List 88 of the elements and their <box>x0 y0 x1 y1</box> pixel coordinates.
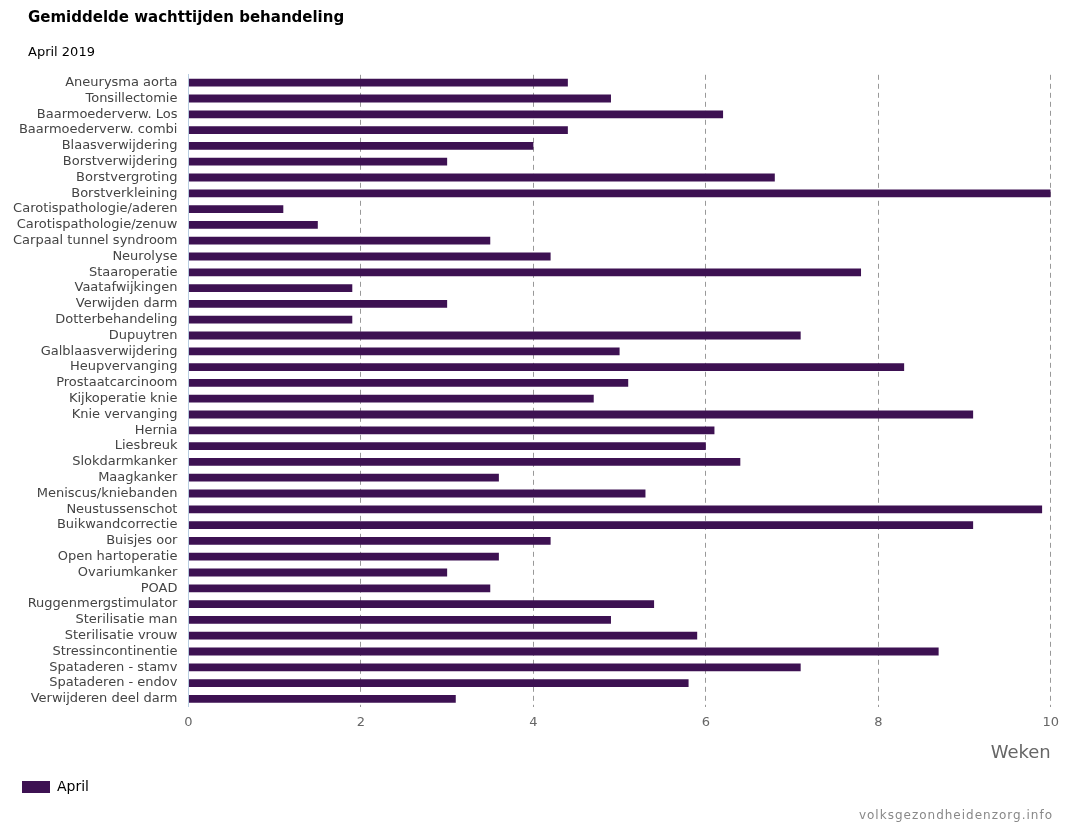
y-tick-label: Aneurysma aorta <box>65 74 178 90</box>
y-tick-label: Buikwandcorrectie <box>56 516 178 532</box>
bar <box>188 220 318 229</box>
bar <box>188 157 448 166</box>
x-tick-label: 4 <box>529 713 538 729</box>
x-tick-label: 0 <box>184 713 193 729</box>
bar <box>188 536 551 545</box>
y-tick-label: Stressincontinentie <box>52 642 178 658</box>
y-tick-label: Spataderen - endov <box>49 674 178 690</box>
y-tick-label: Hernia <box>134 421 178 437</box>
bar <box>188 173 775 182</box>
y-tick-label: Ovariumkanker <box>77 563 179 579</box>
bar <box>188 694 456 703</box>
y-tick-label: Galblaasverwijdering <box>40 342 178 358</box>
y-tick-label: Buisjes oor <box>106 532 179 548</box>
x-axis-title: Weken <box>990 740 1051 762</box>
text: volksgezondheidenzorg.info <box>858 808 1053 822</box>
bar <box>188 552 499 561</box>
bar <box>188 236 491 245</box>
y-tick-label: Knie vervanging <box>71 405 178 421</box>
y-tick-label: Ruggenmergstimulator <box>27 595 179 611</box>
bar <box>188 584 491 593</box>
bar <box>188 78 568 87</box>
bar <box>188 615 611 624</box>
bar <box>188 299 448 308</box>
x-tick-label: 6 <box>701 713 710 729</box>
bar <box>188 331 801 340</box>
bar <box>188 141 534 150</box>
bar <box>188 679 689 688</box>
bar <box>188 426 715 435</box>
y-tick-label: Carpaal tunnel syndroom <box>12 232 178 248</box>
y-tick-label: Meniscus/kniebanden <box>36 484 178 500</box>
y-tick-label: Verwijden darm <box>75 295 178 311</box>
y-tick-label: Staaroperatie <box>88 263 178 279</box>
y-tick-label: Blaasverwijdering <box>61 137 178 153</box>
y-tick-label: Borstverwijdering <box>62 153 178 169</box>
bar <box>188 505 1043 514</box>
y-tick-label: Baarmoederverw. combi <box>18 121 178 137</box>
x-tick-label: 2 <box>356 713 366 729</box>
bar <box>188 457 741 466</box>
bar <box>188 647 939 656</box>
y-tick-label: Borstverkleining <box>71 184 178 200</box>
bar <box>188 521 974 530</box>
y-tick-label: Kijkoperatie knie <box>68 390 178 406</box>
y-tick-label: Tonsillectomie <box>84 89 178 105</box>
y-tick-label: Open hartoperatie <box>57 548 178 564</box>
y-tick-label: Neustussenschot <box>66 500 178 516</box>
y-tick-label: Sterilisatie vrouw <box>64 627 178 643</box>
y-tick-label: Maagkanker <box>98 469 179 485</box>
y-tick-label: Liesbreuk <box>114 437 178 453</box>
y-tick-label: Dotterbehandeling <box>55 311 178 327</box>
bar <box>188 394 594 403</box>
bar <box>188 315 353 324</box>
y-tick-label: Dupuytren <box>108 326 178 342</box>
bar <box>188 126 568 135</box>
bar <box>188 363 905 372</box>
bar <box>188 631 698 640</box>
bar <box>188 442 706 451</box>
bar <box>188 600 655 609</box>
text: April 2019 <box>28 44 95 59</box>
bar <box>188 378 629 387</box>
y-tick-label: Carotispathologie/aderen <box>13 200 178 216</box>
bar <box>188 205 284 214</box>
bar <box>188 473 499 482</box>
legend-label: April <box>57 777 89 794</box>
bar <box>188 268 862 277</box>
bar <box>188 347 620 356</box>
y-tick-label: Spataderen - stamv <box>49 658 178 674</box>
bar <box>188 110 724 119</box>
bar <box>188 663 801 672</box>
y-tick-label: Verwijderen deel darm <box>30 690 178 706</box>
y-tick-label: Slokdarmkanker <box>72 453 179 469</box>
y-tick-label: Borstvergroting <box>76 168 178 184</box>
chart-title: Gemiddelde wachttijden behandeling <box>28 8 345 26</box>
y-tick-label: Baarmoederverw. Los <box>36 105 178 121</box>
bar <box>188 189 1051 198</box>
y-tick-label: Neurolyse <box>112 247 178 263</box>
y-tick-label: POAD <box>140 579 178 595</box>
y-tick-label: Carotispathologie/zenuw <box>16 216 178 232</box>
bar <box>188 252 551 261</box>
bar <box>188 94 611 103</box>
x-tick-label: 8 <box>874 713 883 729</box>
x-tick-label: 10 <box>1042 713 1059 729</box>
y-tick-label: Heupvervanging <box>69 358 178 374</box>
y-tick-label: Sterilisatie man <box>75 611 178 627</box>
y-tick-label: Vaatafwijkingen <box>74 279 178 295</box>
y-tick-label: Prostaatcarcinoom <box>56 374 178 390</box>
bar <box>188 284 353 293</box>
